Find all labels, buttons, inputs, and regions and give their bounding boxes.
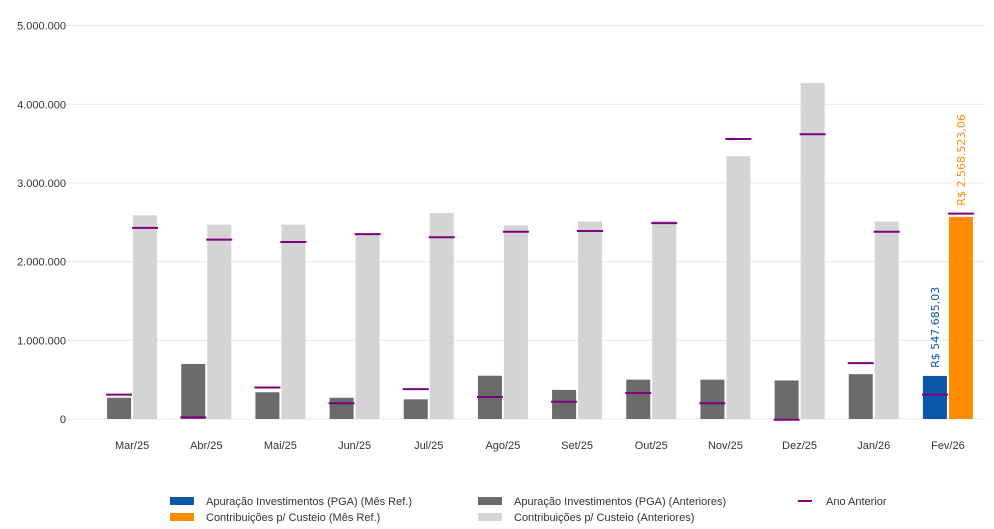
previous-year-markers [106, 133, 974, 421]
x-tick-label: Out/25 [635, 440, 668, 452]
bar-cont_prev-dez-25 [800, 83, 825, 420]
bar-cont_prev-abr-25 [207, 224, 232, 419]
legend-swatch [478, 513, 502, 521]
legend-label: Apuração Investimentos (PGA) (Anteriores… [514, 496, 726, 508]
x-tick-label: Set/25 [561, 440, 593, 452]
x-tick-label: Nov/25 [708, 440, 743, 452]
x-tick-label: Abr/25 [190, 440, 222, 452]
data-label: R$ 547.685,03 [929, 287, 942, 368]
x-tick-label: Jun/25 [338, 440, 371, 452]
bar-inv_prev-jan-26 [848, 374, 873, 419]
y-axis: 0 1.000.000 2.000.000 3.000.000 4.000.000 5.0… [17, 21, 66, 426]
x-tick-label: Jan/26 [857, 440, 890, 452]
y-tick-label: 4.000.000 [17, 99, 66, 111]
y-tick-label: 1.000.000 [17, 335, 66, 347]
bar-inv_prev-dez-25 [774, 380, 799, 419]
legend-swatch [170, 497, 194, 505]
bar-cont_prev-jul-25 [429, 212, 454, 419]
x-axis: Mar/25 Abr/25 Mai/25 Jun/25 Jul/25 Ago/25 Set/… [115, 440, 965, 452]
legend-label: Apuração Investimentos (PGA) (Mês Ref.) [206, 496, 412, 508]
y-tick-label: 0 [60, 414, 66, 426]
bar-cont_prev-ago-25 [503, 225, 528, 419]
bars [107, 83, 973, 420]
bar-inv_prev-set-25 [552, 389, 577, 419]
bar-cont_prev-set-25 [578, 221, 603, 419]
legend-swatch [170, 513, 194, 521]
bar-inv_ref-fev-26 [922, 375, 947, 419]
legend-swatch [478, 497, 502, 505]
y-tick-label: 3.000.000 [17, 178, 66, 190]
bar-cont_prev-jan-26 [874, 221, 899, 419]
x-tick-label: Mai/25 [264, 440, 297, 452]
y-tick-label: 2.000.000 [17, 257, 66, 269]
data-labels: R$ 547.685,03 R$ 2.568.523,06 [929, 114, 968, 368]
y-tick-label: 5.000.000 [17, 21, 66, 33]
x-tick-label: Dez/25 [782, 440, 817, 452]
bar-inv_prev-mai-25 [255, 392, 280, 419]
bar-cont_prev-out-25 [652, 220, 677, 419]
bar-cont_prev-mai-25 [281, 224, 306, 419]
bar-cont_prev-jun-25 [355, 234, 380, 419]
bar-cont_ref-fev-26 [948, 216, 973, 419]
x-tick-label: Ago/25 [485, 440, 520, 452]
bar-inv_prev-out-25 [626, 379, 651, 419]
data-label: R$ 2.568.523,06 [955, 114, 968, 206]
legend: Apuração Investimentos (PGA) (Mês Ref.) A… [170, 496, 887, 524]
bar-inv_prev-mar-25 [107, 397, 132, 419]
bar-inv_prev-jul-25 [403, 399, 428, 419]
bar-cont_prev-mar-25 [133, 215, 158, 419]
bar-inv_prev-jun-25 [329, 397, 354, 419]
bar-inv_prev-nov-25 [700, 379, 725, 419]
bar-inv_prev-abr-25 [181, 363, 206, 419]
legend-label: Contribuições p/ Custeio (Mês Ref.) [206, 512, 380, 524]
legend-label: Contribuições p/ Custeio (Anteriores) [514, 512, 694, 524]
x-tick-label: Fev/26 [931, 440, 965, 452]
bar-cont_prev-nov-25 [726, 156, 751, 419]
x-tick-label: Jul/25 [414, 440, 443, 452]
x-tick-label: Mar/25 [115, 440, 149, 452]
legend-label: Ano Anterior [826, 496, 887, 508]
